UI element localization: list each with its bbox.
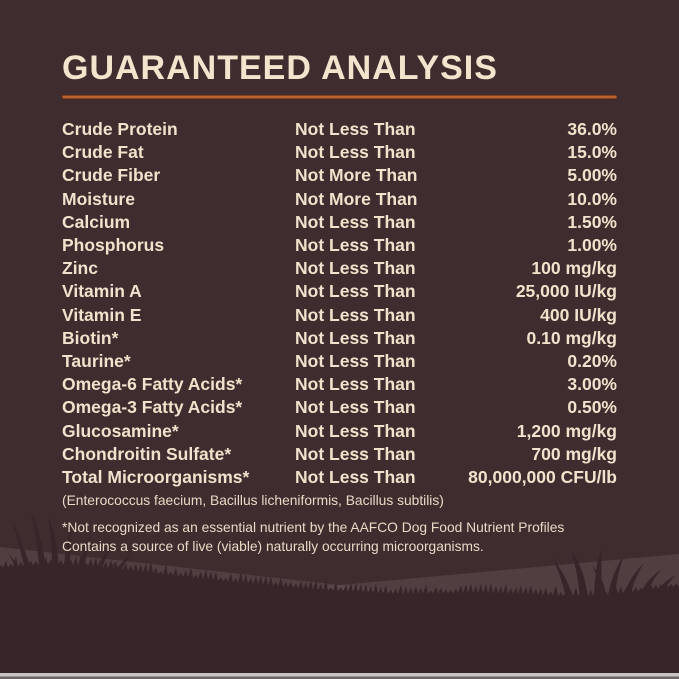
table-row: Crude Protein Not Less Than 36.0% [62, 118, 617, 141]
cell-value: 36.0% [567, 119, 617, 139]
cell-qualifier: Not Less Than [295, 374, 416, 395]
cell-value: 1.50% [567, 211, 617, 232]
cell-qualifier: Not More Than [295, 165, 418, 186]
grass-blades-right [552, 549, 676, 597]
cell-nutrient: Total Microorganisms* [62, 467, 250, 488]
cell-nutrient: Vitamin E [62, 304, 142, 325]
table-row: Chondroitin Sulfate* Not Less Than 700 mg/… [62, 443, 617, 466]
table-row: Moisture Not More Than 10.0% [62, 188, 617, 211]
footnote-block: *Not recognized as an essential nutrient… [62, 519, 617, 556]
table-row: Vitamin A Not Less Than 25,000 IU/kg [62, 280, 617, 303]
cell-value: 80,000,000 CFU/lb [468, 467, 617, 488]
table-row: Glucosamine* Not Less Than 1,200 mg/kg [62, 420, 617, 443]
cell-nutrient: Glucosamine* [62, 420, 179, 441]
table-row: Taurine* Not Less Than 0.20% [62, 350, 617, 373]
table-row: Omega-3 Fatty Acids* Not Less Than 0.50% [62, 396, 617, 419]
cell-nutrient: Crude Protein [62, 119, 178, 139]
bottom-edge-strip [0, 673, 679, 679]
cell-value: 1,200 mg/kg [516, 420, 617, 441]
cell-qualifier: Not More Than [295, 188, 418, 209]
table-row: Total Microorganisms* Not Less Than 80,000… [62, 466, 617, 489]
grass-silhouette-graphic [0, 511, 679, 679]
cell-value: 15.0% [567, 142, 617, 163]
cell-nutrient: Omega-6 Fatty Acids* [62, 374, 243, 395]
cell-nutrient: Chondroitin Sulfate* [62, 443, 232, 464]
cell-value: 100 mg/kg [531, 258, 617, 279]
cell-nutrient: Vitamin A [62, 281, 142, 302]
cell-nutrient: Crude Fat [62, 142, 144, 163]
cell-qualifier: Not Less Than [295, 420, 416, 441]
cell-qualifier: Not Less Than [295, 211, 416, 232]
table-row: Crude Fiber Not More Than 5.00% [62, 164, 617, 187]
cell-qualifier: Not Less Than [295, 351, 416, 372]
cell-qualifier: Not Less Than [295, 327, 416, 348]
cell-qualifier: Not Less Than [295, 142, 416, 163]
cell-value: 0.50% [567, 397, 617, 418]
table-row: Calcium Not Less Than 1.50% [62, 211, 617, 234]
cell-nutrient: Zinc [62, 258, 98, 279]
cell-value: 5.00% [567, 165, 617, 186]
cell-nutrient: Biotin* [62, 327, 119, 348]
cell-qualifier: Not Less Than [295, 304, 416, 325]
cell-qualifier: Not Less Than [295, 235, 416, 256]
cell-nutrient: Crude Fiber [62, 165, 161, 186]
table-row: Biotin* Not Less Than 0.10 mg/kg [62, 327, 617, 350]
table-row: Vitamin E Not Less Than 400 IU/kg [62, 304, 617, 327]
cell-nutrient: Omega-3 Fatty Acids* [62, 397, 243, 418]
footnote-live: Contains a source of live (viable) natur… [62, 538, 484, 554]
accent-divider [62, 95, 617, 99]
cell-qualifier: Not Less Than [295, 258, 416, 279]
cell-qualifier: Not Less Than [295, 443, 416, 464]
foreground-grass-shape [0, 554, 679, 679]
cell-nutrient: Phosphorus [62, 235, 165, 256]
cell-nutrient: Calcium [62, 211, 131, 232]
page-title: GUARANTEED ANALYSIS [62, 49, 498, 87]
grass-blades-left [5, 511, 132, 580]
cell-qualifier: Not Less Than [295, 467, 416, 488]
cell-value: 25,000 IU/kg [515, 281, 617, 302]
cell-value: 400 IU/kg [540, 304, 617, 325]
cell-qualifier: Not Less Than [295, 397, 416, 418]
cell-value: 3.00% [567, 374, 617, 395]
cell-qualifier: Not Less Than [295, 119, 416, 139]
cell-value: 700 mg/kg [531, 443, 617, 464]
table-row: Omega-6 Fatty Acids* Not Less Than 3.00% [62, 373, 617, 396]
cell-value: 10.0% [567, 188, 617, 209]
cell-qualifier: Not Less Than [295, 281, 416, 302]
cell-nutrient: Moisture [62, 188, 135, 209]
cell-nutrient: Taurine* [62, 351, 131, 372]
cell-value: 0.20% [567, 351, 617, 372]
microorganism-species-note: (Enterococcus faecium, Bacillus lichenif… [62, 493, 444, 509]
cell-value: 0.10 mg/kg [526, 327, 617, 348]
cell-value: 1.00% [567, 235, 617, 256]
table-row: Phosphorus Not Less Than 1.00% [62, 234, 617, 257]
analysis-table: Crude Protein Not Less Than 36.0% Crude Fat… [62, 118, 617, 489]
table-row: Zinc Not Less Than 100 mg/kg [62, 257, 617, 280]
footnote-aafco: *Not recognized as an essential nutrient… [62, 520, 565, 536]
table-row: Crude Fat Not Less Than 15.0% [62, 141, 617, 164]
